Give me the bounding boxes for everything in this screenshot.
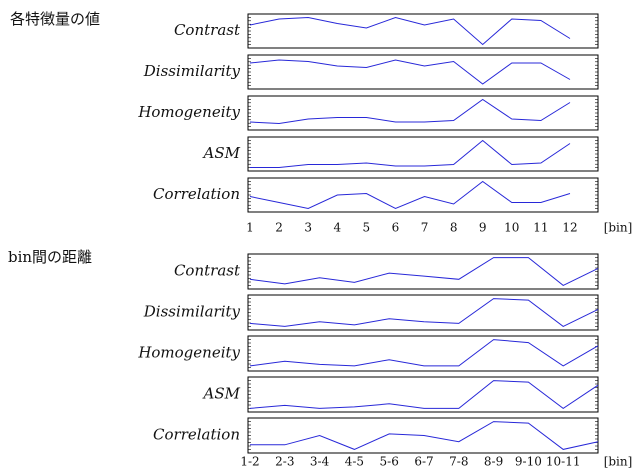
- x-tick-label: 11: [533, 221, 548, 235]
- x-tick-label: 1-2: [240, 455, 259, 469]
- line: [249, 98, 571, 125]
- series-name: Contrast: [174, 21, 241, 39]
- line: [249, 16, 571, 46]
- panel-frame: [247, 54, 599, 90]
- x-tick-label: 10: [504, 221, 519, 235]
- line: [250, 421, 599, 450]
- line: [250, 139, 571, 168]
- x-axis-label: [bin]: [604, 455, 633, 469]
- x-tick-label: 6: [392, 221, 400, 235]
- series-name: Homogeneity: [137, 344, 240, 362]
- series-name: Dissimilarity: [143, 62, 241, 80]
- chart-title: 各特徴量の値: [10, 10, 100, 28]
- x-tick-label: 10-11: [546, 455, 581, 469]
- x-tick-label: 3-4: [310, 455, 330, 469]
- x-tick-label: 6-7: [414, 455, 433, 469]
- x-tick-label: 12: [562, 221, 577, 235]
- x-tick-label: 7: [421, 221, 429, 235]
- line: [249, 298, 599, 327]
- panel-frame: [247, 95, 599, 131]
- series-name: Dissimilarity: [143, 303, 241, 321]
- x-tick-label: 5-6: [380, 455, 399, 469]
- line: [249, 59, 571, 85]
- line: [249, 339, 599, 367]
- series-name: ASM: [202, 385, 241, 403]
- x-tick-label: 4-5: [345, 455, 364, 469]
- series-name: Contrast: [174, 262, 241, 280]
- line: [249, 257, 599, 286]
- series-name: Correlation: [153, 426, 240, 444]
- x-axis-label: [bin]: [604, 221, 633, 235]
- chart-title: bin間の距離: [8, 248, 92, 266]
- panel-frame: [247, 13, 599, 49]
- x-tick-label: 8: [450, 221, 458, 235]
- x-tick-label: 2: [275, 221, 283, 235]
- x-tick-label: 3: [304, 221, 312, 235]
- x-tick-label: 1: [246, 221, 254, 235]
- series-name: Correlation: [153, 185, 240, 203]
- x-tick-label: 9-10: [515, 455, 542, 469]
- series-name: Homogeneity: [137, 103, 240, 121]
- x-tick-label: 4: [333, 221, 341, 235]
- x-tick-label: 9: [479, 221, 487, 235]
- x-tick-label: 2-3: [275, 455, 294, 469]
- line: [249, 180, 571, 210]
- series-name: ASM: [202, 144, 241, 162]
- x-tick-label: 5: [363, 221, 371, 235]
- line: [249, 380, 599, 410]
- x-tick-label: 7-8: [449, 455, 468, 469]
- x-tick-label: 8-9: [484, 455, 503, 469]
